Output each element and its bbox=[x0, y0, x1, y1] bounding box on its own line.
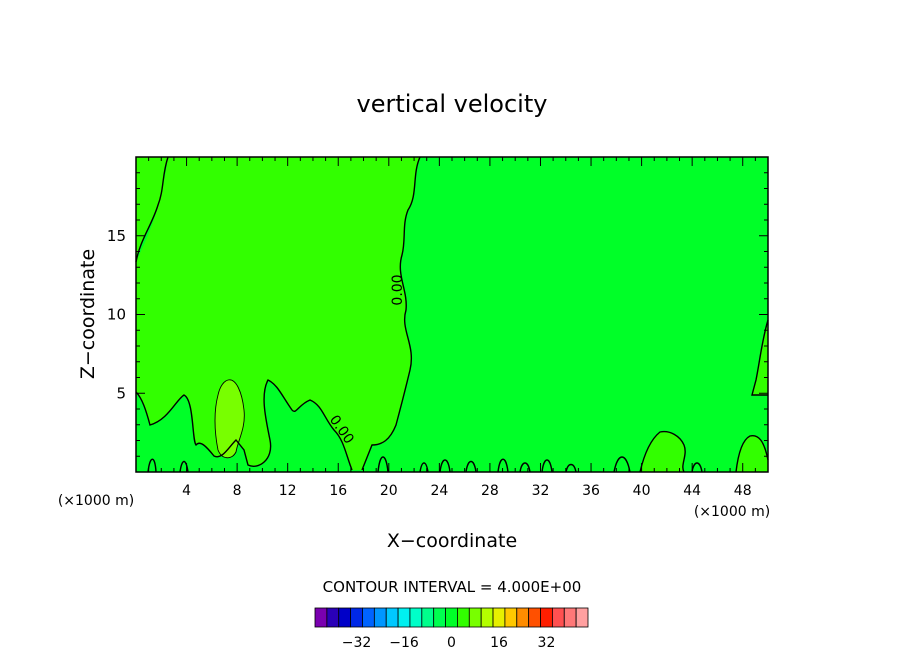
positive-velocity-region bbox=[136, 157, 420, 470]
x-tick-label: 36 bbox=[582, 483, 600, 499]
colorbar-swatch bbox=[528, 607, 541, 628]
colorbar-swatch bbox=[350, 607, 363, 628]
zero-contour-bottom-right bbox=[639, 430, 769, 473]
colorbar-swatch bbox=[551, 607, 565, 628]
colorbar-tick-labels: −32 −16 0 16 32 bbox=[342, 635, 556, 651]
colorbar-swatch bbox=[373, 607, 387, 628]
colorbar-swatch bbox=[445, 607, 458, 628]
chart-title: vertical velocity bbox=[357, 90, 548, 118]
contour-max bbox=[214, 379, 245, 459]
bottom-right-region bbox=[640, 431, 768, 472]
colorbar-swatch bbox=[480, 607, 494, 628]
colorbar-swatch bbox=[468, 607, 482, 628]
zero-contour-surface-wiggles bbox=[147, 456, 703, 473]
max-velocity-region bbox=[215, 379, 245, 458]
colorbar-swatch bbox=[540, 607, 553, 628]
z-unit-label: (×1000 m) bbox=[58, 493, 134, 509]
x-tick-label: 28 bbox=[481, 483, 499, 499]
y-tick-labels: 5 10 15 bbox=[107, 227, 126, 403]
y-axis-title: Z−coordinate bbox=[77, 249, 99, 379]
colorbar-tick-label: 32 bbox=[538, 635, 556, 651]
colorbar-swatch bbox=[575, 607, 589, 628]
x-tick-label: 16 bbox=[329, 483, 347, 499]
contour-label-upper: 0.00 bbox=[390, 274, 406, 305]
x-tick-label: 24 bbox=[430, 483, 448, 499]
colorbar-tick-label: −16 bbox=[389, 635, 419, 651]
colorbar-swatch bbox=[421, 607, 435, 628]
colorbar-tick-label: 16 bbox=[490, 635, 508, 651]
x-tick-label: 12 bbox=[279, 483, 297, 499]
colorbar-swatch bbox=[457, 607, 470, 628]
zero-contour-right-edge bbox=[751, 319, 769, 396]
colorbar-swatch bbox=[563, 607, 577, 628]
x-tick-label: 48 bbox=[734, 483, 752, 499]
x-unit-label: (×1000 m) bbox=[694, 504, 770, 520]
colorbar-swatch bbox=[362, 607, 375, 628]
zero-contour-main bbox=[361, 156, 421, 471]
colorbar-swatch bbox=[433, 607, 446, 628]
x-tick-label: 32 bbox=[532, 483, 550, 499]
plot-area: 0.00 0.00 bbox=[135, 156, 769, 473]
axis-ticks bbox=[136, 157, 768, 472]
x-tick-label: 44 bbox=[683, 483, 701, 499]
colorbar-swatch bbox=[385, 607, 399, 628]
y-tick-label: 5 bbox=[116, 384, 126, 402]
colorbar-swatch bbox=[504, 607, 518, 628]
y-tick-label: 15 bbox=[107, 227, 126, 245]
x-axis-title: X−coordinate bbox=[387, 530, 517, 552]
y-tick-label: 10 bbox=[107, 306, 126, 324]
x-tick-labels: 4 8 12 16 20 24 28 32 36 40 44 48 bbox=[182, 483, 752, 499]
colorbar-swatch bbox=[492, 607, 506, 628]
colorbar bbox=[314, 607, 589, 628]
colorbar-swatch bbox=[409, 607, 423, 628]
x-tick-label: 40 bbox=[633, 483, 651, 499]
colorbar-swatch bbox=[314, 607, 328, 628]
zero-contour-left bbox=[135, 156, 169, 263]
zero-contour-lower bbox=[135, 379, 353, 471]
x-tick-label: 20 bbox=[380, 483, 398, 499]
x-tick-label: 4 bbox=[182, 483, 191, 499]
x-tick-label: 8 bbox=[233, 483, 242, 499]
colorbar-swatch bbox=[338, 607, 352, 628]
colorbar-swatch bbox=[326, 607, 340, 628]
contour-interval-text: CONTOUR INTERVAL = 4.000E+00 bbox=[323, 578, 582, 596]
colorbar-swatch bbox=[516, 607, 530, 628]
colorbar-swatch bbox=[397, 607, 411, 628]
colorbar-tick-label: 0 bbox=[447, 635, 456, 651]
colorbar-tick-label: −32 bbox=[342, 635, 372, 651]
